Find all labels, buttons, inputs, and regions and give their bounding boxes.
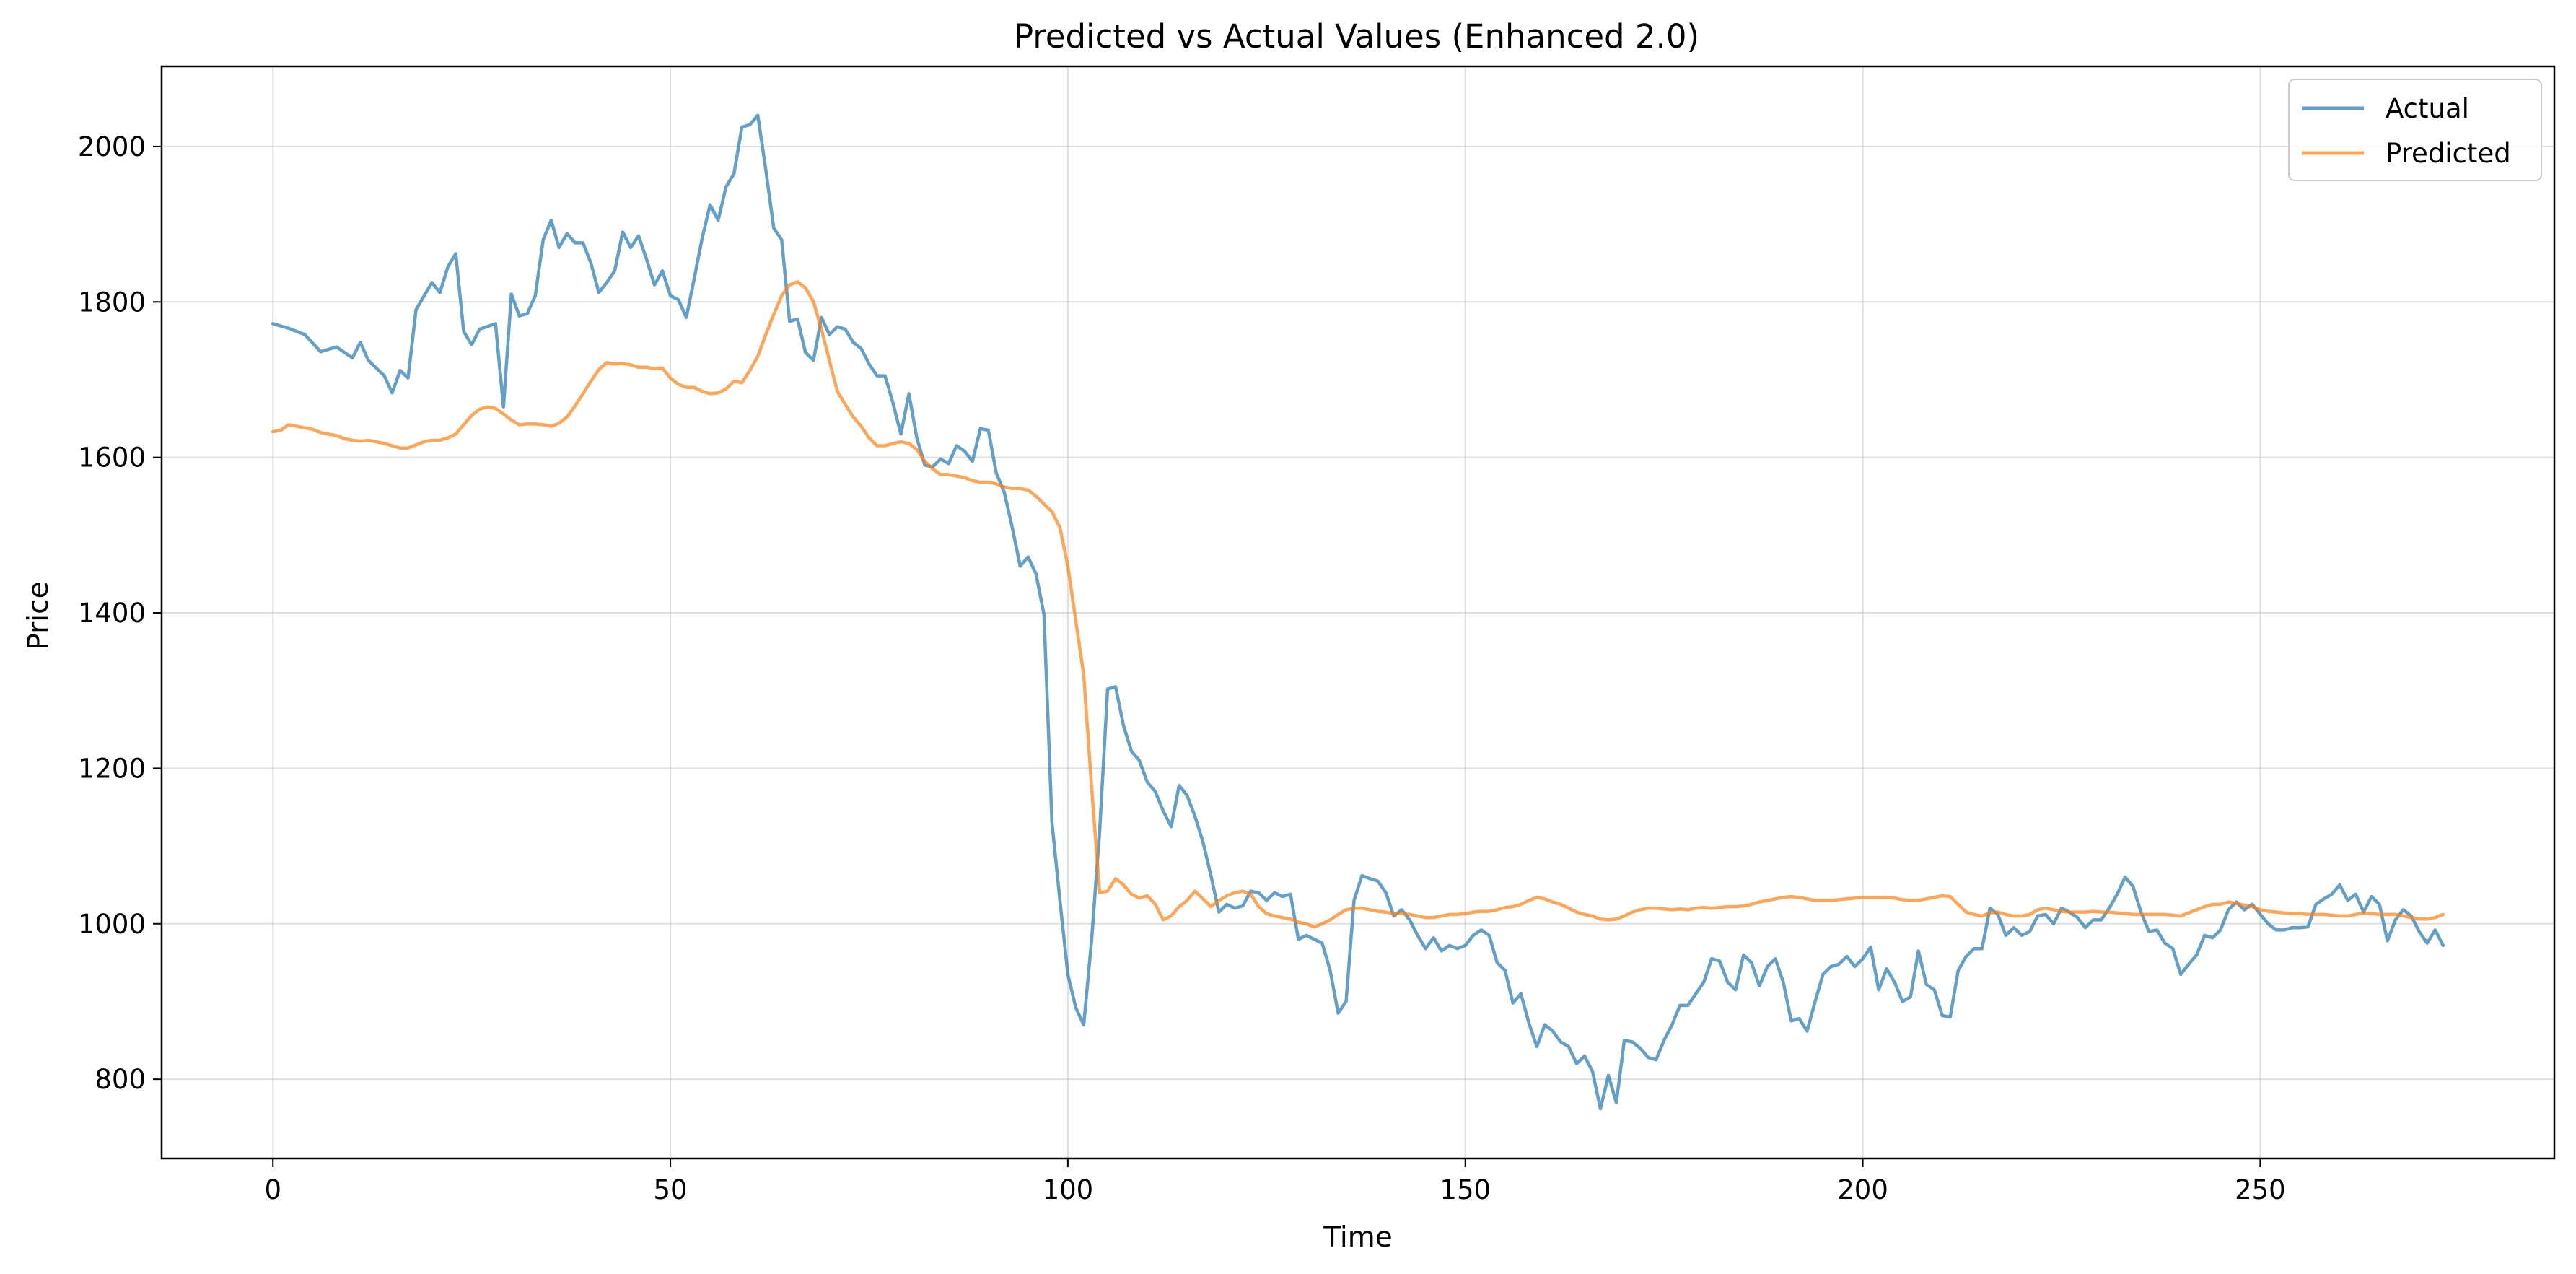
- y-tick-label: 1600: [78, 442, 146, 474]
- y-tick-label: 800: [95, 1064, 146, 1095]
- series-line-predicted: [271, 280, 2445, 929]
- y-tick-label: 1200: [78, 753, 146, 784]
- y-tick-label: 2000: [78, 131, 146, 162]
- y-tick-label: 1800: [78, 287, 146, 318]
- x-tick-label: 150: [1440, 1174, 1491, 1205]
- series-layer: [271, 113, 2445, 1111]
- series-line-actual: [271, 113, 2445, 1111]
- axis-ticks: 0 50 100 150 200 250 800 1000 1200 1400 1600 1800 20…: [78, 131, 2286, 1205]
- x-tick-label: 250: [2235, 1174, 2286, 1205]
- x-tick-label: 0: [264, 1174, 281, 1205]
- x-axis-label: Time: [1323, 1221, 1392, 1254]
- legend-label: Predicted: [2386, 138, 2511, 169]
- y-axis-label: Price: [22, 581, 55, 650]
- legend: Actual Predicted: [2288, 79, 2542, 181]
- legend-box: [2288, 79, 2542, 181]
- y-tick-label: 1400: [78, 598, 146, 629]
- y-tick-label: 1000: [78, 909, 146, 940]
- x-tick-label: 200: [1837, 1174, 1888, 1205]
- grid: [162, 66, 2554, 1159]
- x-tick-label: 50: [654, 1174, 688, 1205]
- chart-title: Predicted vs Actual Values (Enhanced 2.0…: [1014, 17, 1699, 56]
- x-tick-label: 100: [1043, 1174, 1094, 1205]
- legend-label: Actual: [2386, 93, 2469, 124]
